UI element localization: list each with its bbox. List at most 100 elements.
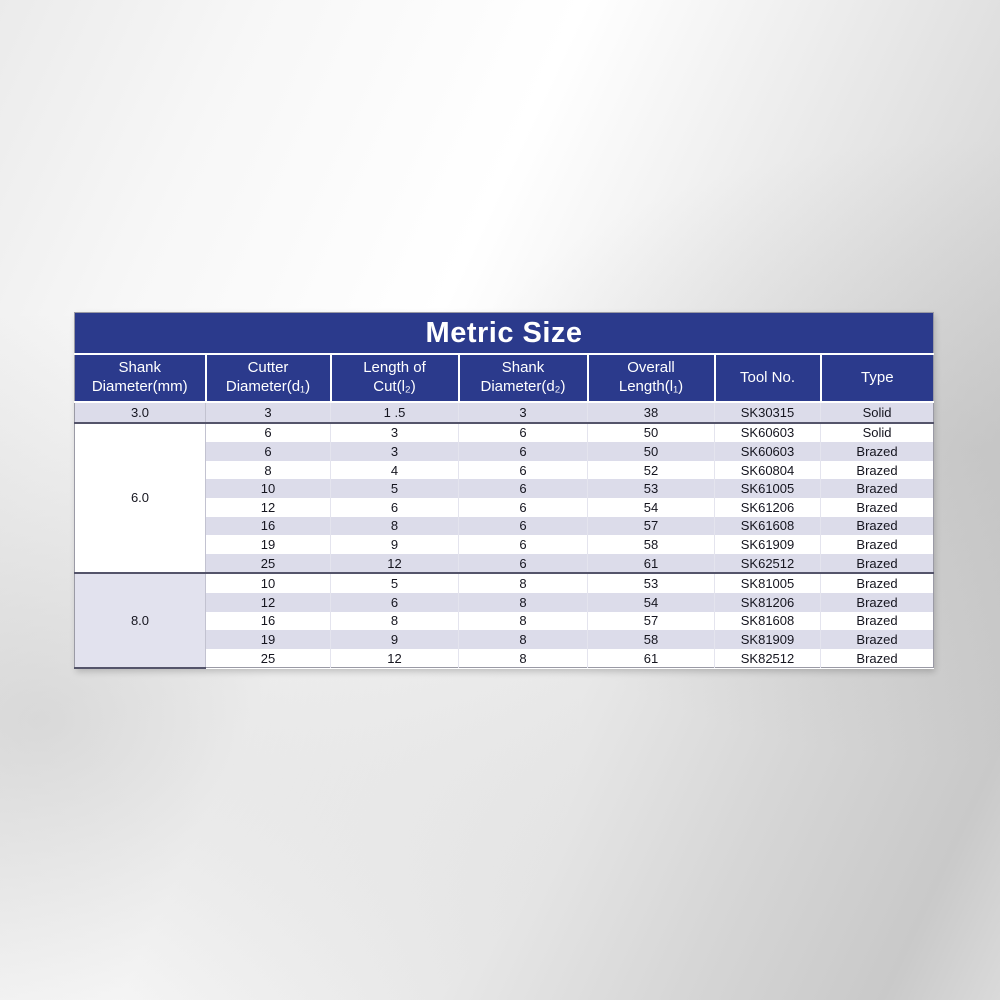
table-cell: 3 <box>330 442 459 461</box>
column-header-length-of-cut: Length of Cut(l₂) <box>329 354 459 403</box>
table-cell: 6 <box>330 592 459 612</box>
title-row: Metric Size <box>74 312 934 355</box>
table-cell: 52 <box>587 460 715 480</box>
table-cell: 50 <box>587 422 715 443</box>
header-line: Length of <box>363 359 426 377</box>
table-row: 19 9 6 58 SK61909 Brazed <box>75 535 934 554</box>
table-cell: 8 <box>458 630 588 649</box>
group-cell-8-0: 8.0 <box>74 573 206 669</box>
table-cell: 10 <box>205 479 331 498</box>
table-cell: 61 <box>587 553 715 575</box>
header-line: Overall <box>627 359 675 377</box>
table-cell: Brazed <box>819 592 934 612</box>
header-line: Shank <box>118 359 162 377</box>
table-cell: 6 <box>458 553 588 575</box>
table-cell: 6 <box>205 442 331 461</box>
table-cell: 8 <box>205 460 331 480</box>
table-cell: SK61608 <box>714 516 821 536</box>
table-cell: 6 <box>458 535 588 554</box>
table-cell: 8 <box>458 573 588 593</box>
table-cell: SK30315 <box>714 402 821 424</box>
header-line: Diameter(d₁) <box>225 378 311 395</box>
table-cell: 3 <box>330 422 459 443</box>
table-cell: 61 <box>587 648 715 668</box>
table-cell: SK81005 <box>714 573 821 593</box>
table-row: 12 6 6 54 SK61206 Brazed <box>75 497 934 517</box>
table-cell: Brazed <box>819 516 934 536</box>
table-cell: SK60603 <box>714 442 821 461</box>
column-header-shank-diameter-mm: Shank Diameter(mm) <box>74 354 206 403</box>
table-cell: SK81608 <box>714 611 821 631</box>
table-row: 12 6 8 54 SK81206 Brazed <box>75 592 934 612</box>
table-cell: 4 <box>330 460 459 480</box>
table-header: Metric Size Shank Diameter(mm) Cutter Di… <box>74 312 934 403</box>
table-cell: Brazed <box>819 497 934 517</box>
table-cell: 19 <box>205 535 331 554</box>
header-line: Cut(l₂) <box>373 378 416 395</box>
header-line: Length(l₁) <box>618 378 684 395</box>
table-cell: 6 <box>458 460 588 480</box>
table-cell: 58 <box>587 630 715 649</box>
table-row: 8.0 10 5 8 53 SK81005 Brazed <box>74 573 934 669</box>
table-cell: 6 <box>458 516 588 536</box>
table-cell: 12 <box>205 592 331 612</box>
column-header-type: Type <box>819 354 934 403</box>
table-row: 6 3 6 50 SK60603 Brazed <box>75 442 934 461</box>
table-cell: 16 <box>205 611 331 631</box>
table-cell: 3 <box>458 402 588 424</box>
table-cell: Brazed <box>819 535 934 554</box>
table-cell: 6 <box>458 442 588 461</box>
table-cell: 6 <box>458 479 588 498</box>
table-cell: 25 <box>205 648 331 668</box>
table-cell: Brazed <box>819 479 934 498</box>
column-header-row: Shank Diameter(mm) Cutter Diameter(d₁) L… <box>74 354 934 403</box>
table-cell: SK81909 <box>714 630 821 649</box>
table-cell: 3 <box>205 402 331 424</box>
table-cell: 6 <box>330 497 459 517</box>
table-cell: 54 <box>587 497 715 517</box>
table-cell: 58 <box>587 535 715 554</box>
table-cell: 10 <box>205 573 331 593</box>
table-cell: 38 <box>587 402 715 424</box>
table-cell: 8 <box>330 611 459 631</box>
header-line: Diameter(d₂) <box>480 378 566 395</box>
table-cell: Solid <box>819 422 934 443</box>
table-cell: SK60603 <box>714 422 821 443</box>
table-cell: Brazed <box>819 442 934 461</box>
table-cell: 8 <box>458 611 588 631</box>
table-cell: SK82512 <box>714 648 821 668</box>
table-cell: 50 <box>587 442 715 461</box>
table-row: 16 8 8 57 SK81608 Brazed <box>75 611 934 631</box>
column-header-shank-diameter-d2: Shank Diameter(d₂) <box>457 354 588 403</box>
table-cell: SK61005 <box>714 479 821 498</box>
table-body: 3.0 3 1 .5 3 38 SK30315 Solid 6.0 6 3 6 … <box>74 402 934 669</box>
table-cell: 8 <box>330 516 459 536</box>
header-line: Cutter <box>247 359 289 377</box>
table-title: Metric Size <box>74 312 934 355</box>
table-cell: 5 <box>330 573 459 593</box>
header-line: Tool No. <box>739 368 796 386</box>
table-cell: SK61206 <box>714 497 821 517</box>
table-row: 25 12 6 61 SK62512 Brazed <box>75 553 934 575</box>
table-row: 25 12 8 61 SK82512 Brazed <box>75 648 934 668</box>
table-cell: Brazed <box>819 648 934 668</box>
metric-size-table: Metric Size Shank Diameter(mm) Cutter Di… <box>74 312 935 669</box>
table-row: 8 4 6 52 SK60804 Brazed <box>75 460 934 480</box>
table-cell: 53 <box>587 573 715 593</box>
table-cell: 53 <box>587 479 715 498</box>
table-cell: Brazed <box>819 630 934 649</box>
table-cell: 5 <box>330 479 459 498</box>
table-row: 19 9 8 58 SK81909 Brazed <box>75 630 934 649</box>
table-cell: 6 <box>205 422 331 443</box>
table-cell: 12 <box>330 553 459 575</box>
column-header-tool-no: Tool No. <box>713 354 821 403</box>
table-cell: 8 <box>458 592 588 612</box>
table-cell: SK60804 <box>714 460 821 480</box>
column-header-overall-length: Overall Length(l₁) <box>586 354 715 403</box>
table-cell: Brazed <box>819 611 934 631</box>
table-cell: 12 <box>205 497 331 517</box>
table-cell: 9 <box>330 535 459 554</box>
group-cell-6-0: 6.0 <box>74 422 206 575</box>
table-row: 16 8 6 57 SK61608 Brazed <box>75 516 934 536</box>
